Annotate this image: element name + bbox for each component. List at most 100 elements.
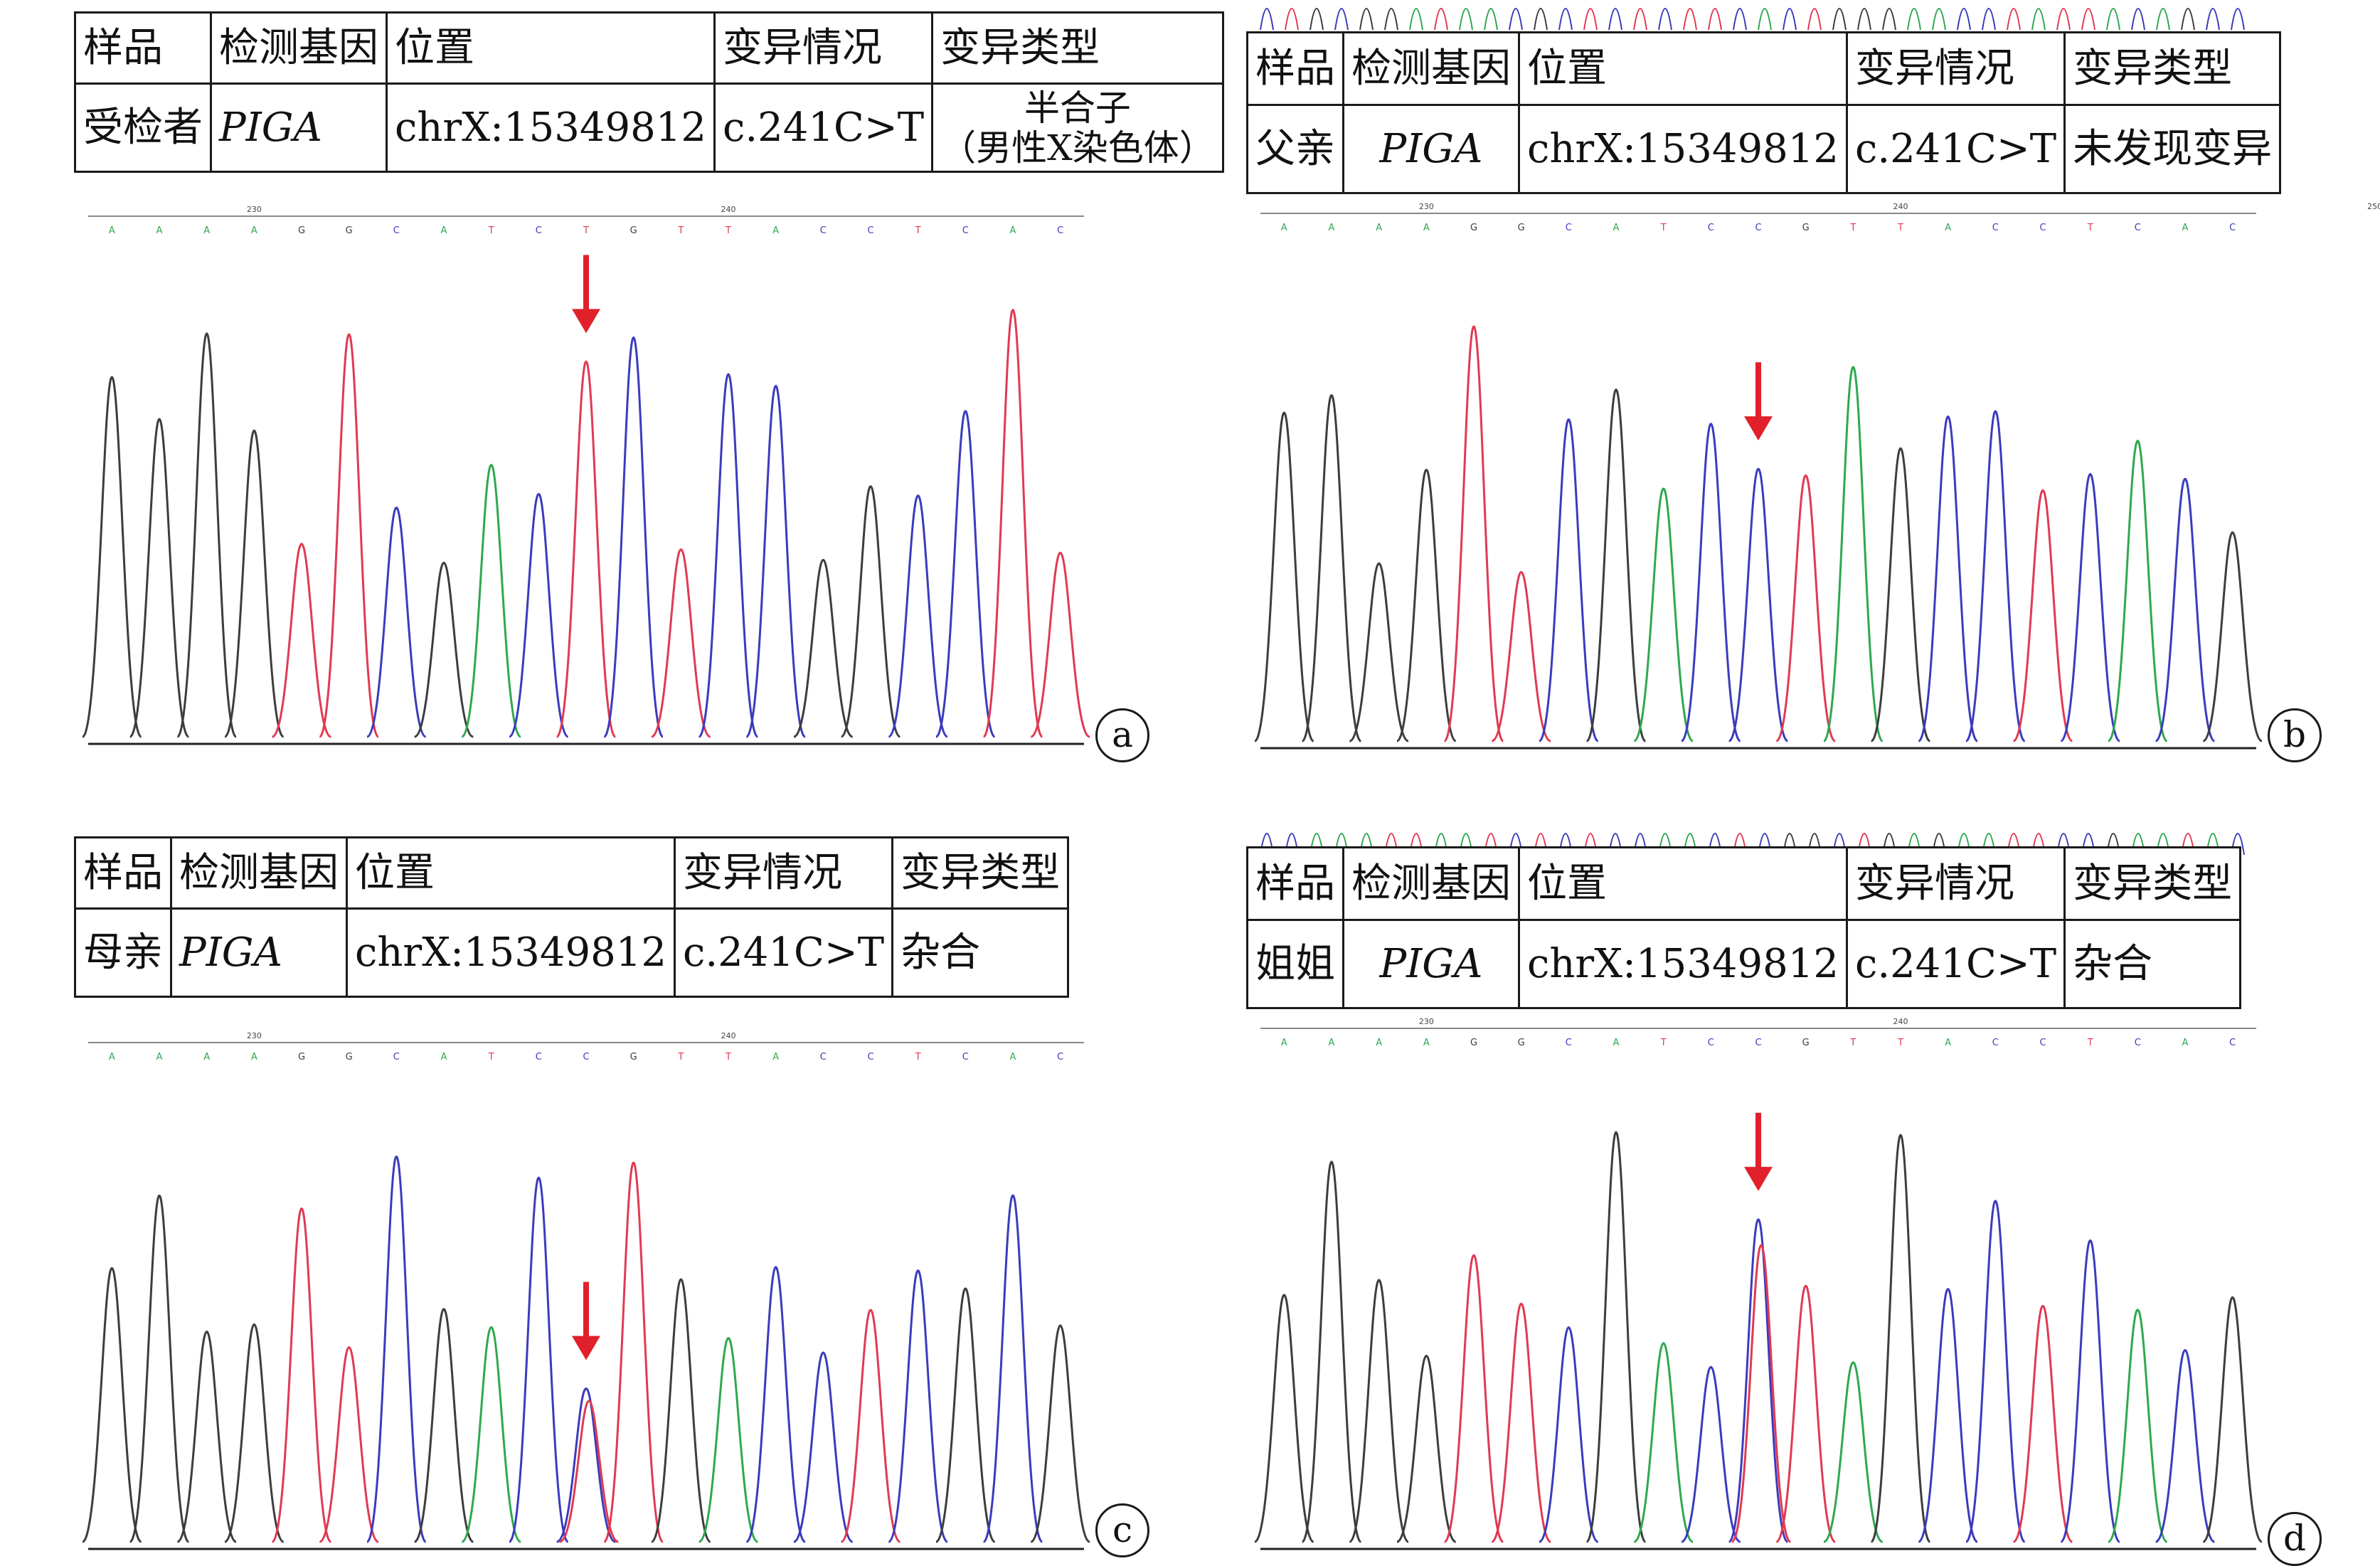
peak-T xyxy=(2012,1304,2073,1543)
mutation-arrow-icon xyxy=(572,1336,600,1360)
peak-G xyxy=(1349,562,1409,742)
cell-position: chrX:15349812 xyxy=(1518,919,1848,1009)
cell-sample: 受检者 xyxy=(74,82,212,173)
peak-C xyxy=(745,385,807,738)
peak-G xyxy=(129,1194,190,1543)
chromatogram-fragment-svg xyxy=(1260,8,2245,31)
peak-T xyxy=(1443,1254,1504,1543)
base-call: A xyxy=(2182,1038,2189,1048)
base-call: G xyxy=(346,225,353,236)
header-sample: 样品 xyxy=(74,836,172,910)
header-type: 变异类型 xyxy=(931,11,1224,85)
header-gene: 检测基因 xyxy=(1342,846,1520,921)
base-call: A xyxy=(156,225,163,236)
peak-A xyxy=(1822,366,1884,742)
fragment-peak xyxy=(1608,8,1622,31)
base-call: C xyxy=(583,1052,589,1062)
header-sample: 样品 xyxy=(1246,31,1344,106)
base-call: A xyxy=(1376,1038,1382,1048)
chromatogram-svg: A A A A G G C A T C T G T T A C C T C A C 230 240 xyxy=(81,205,1090,745)
base-call: C xyxy=(1992,1038,1999,1048)
base-call: A xyxy=(441,1052,447,1062)
header-position: 位置 xyxy=(1518,31,1848,106)
base-call: C xyxy=(1755,223,1761,233)
peak-G xyxy=(1870,447,1931,742)
peak-G xyxy=(1030,1324,1090,1543)
base-call: C xyxy=(1708,223,1714,233)
base-call: T xyxy=(2087,1038,2093,1048)
base-call: A xyxy=(1423,1038,1430,1048)
base-call: G xyxy=(1470,1038,1477,1048)
base-call: G xyxy=(1518,1038,1525,1048)
cell-type: 半合子 （男性X染色体） xyxy=(931,82,1224,173)
peak-G xyxy=(2202,531,2263,742)
peak-G xyxy=(224,1323,285,1543)
header-sample: 样品 xyxy=(1246,846,1344,921)
cell-gene: PIGA xyxy=(1342,104,1520,194)
cell-type: 杂合 xyxy=(891,907,1070,998)
peak-C xyxy=(1917,1288,1979,1543)
cell-type: 杂合 xyxy=(2063,919,2242,1009)
base-call: A xyxy=(1945,223,1951,233)
peak-G xyxy=(1396,1354,1457,1543)
fragment-peak xyxy=(1285,8,1299,31)
base-call: C xyxy=(962,1052,969,1062)
peak-C xyxy=(1728,467,1789,742)
base-call: C xyxy=(1057,1052,1063,1062)
peak-C xyxy=(982,1194,1043,1543)
peak-T-overlap xyxy=(1731,1244,1792,1543)
base-call: A xyxy=(441,225,447,236)
fragment-peak xyxy=(1683,8,1697,31)
cell-type-line2: （男性X染色体） xyxy=(940,127,1215,169)
base-call: C xyxy=(867,1052,873,1062)
fragment-peak xyxy=(2231,8,2245,31)
base-call: T xyxy=(677,1052,684,1062)
peak-C xyxy=(602,336,664,738)
header-type: 变异类型 xyxy=(2063,31,2282,106)
base-call: G xyxy=(1470,223,1477,233)
base-call: T xyxy=(583,225,589,236)
base-call: A xyxy=(251,1052,257,1062)
chromatogram: A A A A G G C A T C C G T T A C C T C A C 230 240 xyxy=(74,1028,1098,1562)
base-call: T xyxy=(915,225,921,236)
peak-C xyxy=(1965,1200,2026,1543)
cell-type: 未发现变异 xyxy=(2063,104,2282,194)
base-call: A xyxy=(251,225,257,236)
chromatogram-top-fragment xyxy=(1246,0,2270,31)
fragment-peak xyxy=(1907,8,1921,31)
cell-sample: 父亲 xyxy=(1246,104,1344,194)
base-call: C xyxy=(2229,223,2236,233)
base-call: A xyxy=(1329,223,1335,233)
peak-A xyxy=(2108,1309,2168,1543)
fragment-peak xyxy=(1708,8,1722,31)
base-call: A xyxy=(772,1052,779,1062)
peak-G xyxy=(793,558,854,738)
result-table: 样品 检测基因 位置 变异情况 变异类型 母亲 PIGA chrX:153498… xyxy=(74,836,1070,998)
fragment-peak xyxy=(1932,8,1946,31)
fragment-peak xyxy=(2007,8,2021,31)
peak-T xyxy=(651,548,711,738)
peak-A xyxy=(698,1337,759,1543)
ruler-label: 240 xyxy=(1893,1017,1908,1026)
chromatogram-svg: A A A A G G C A T C C G T T A C C T C A C 230 240 xyxy=(81,1031,1090,1550)
peak-G xyxy=(413,1308,474,1543)
mutation-arrow-icon xyxy=(1744,1166,1773,1191)
cell-position: chrX:15349812 xyxy=(1518,104,1848,194)
peak-C xyxy=(935,410,997,738)
fragment-peak xyxy=(1583,8,1598,31)
base-call: A xyxy=(1281,1038,1287,1048)
fragment-peak xyxy=(1359,8,1374,31)
base-call: G xyxy=(1518,223,1525,233)
base-call: C xyxy=(1708,1038,1714,1048)
fragment-peak xyxy=(2106,8,2120,31)
base-call: C xyxy=(393,1052,400,1062)
chromatogram-svg: A A A A G G C A T C C G T T A C C T C A C 230 240 250 xyxy=(1253,202,2380,750)
peak-T xyxy=(1775,474,1837,742)
peak-C xyxy=(508,1176,570,1543)
peak-C xyxy=(1681,1365,1741,1543)
cell-position: chrX:15349812 xyxy=(386,82,716,173)
base-call: C xyxy=(2229,1038,2236,1048)
fragment-peak xyxy=(1558,8,1573,31)
header-gene: 检测基因 xyxy=(210,11,388,85)
fragment-peak xyxy=(1434,8,1448,31)
